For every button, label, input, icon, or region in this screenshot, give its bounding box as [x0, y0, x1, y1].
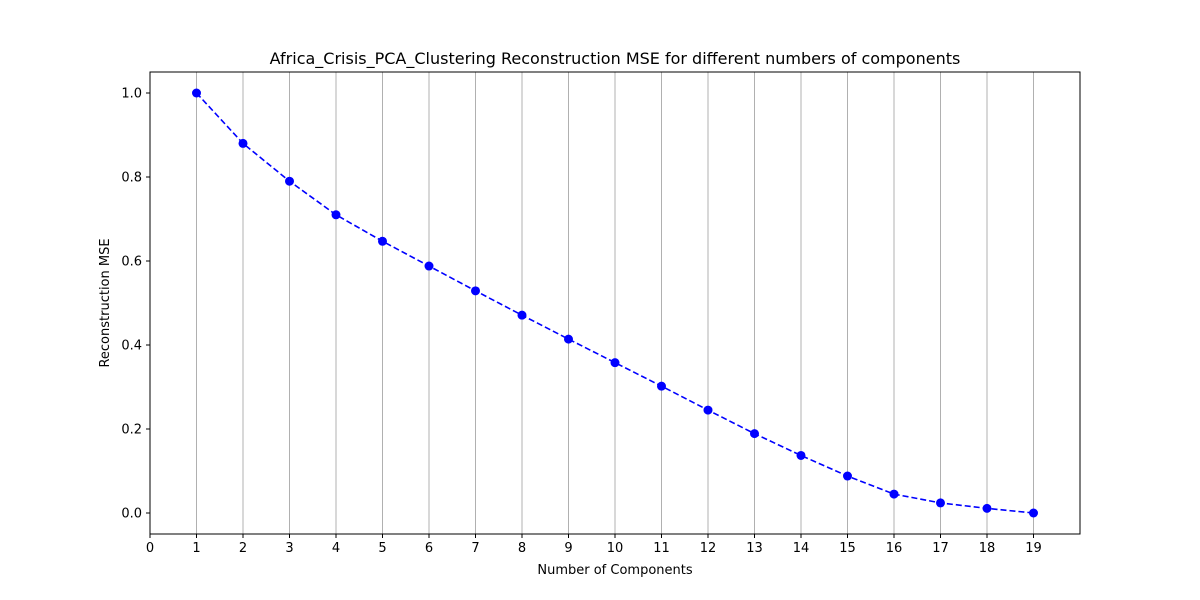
- x-tick-label: 15: [839, 541, 856, 556]
- x-tick-label: 13: [746, 541, 763, 556]
- data-point: [889, 489, 899, 499]
- data-point: [750, 429, 759, 439]
- x-tick-label: 16: [886, 541, 903, 556]
- data-point: [703, 405, 713, 415]
- x-tick-label: 12: [700, 541, 717, 556]
- x-tick-label: 10: [607, 541, 624, 556]
- data-point: [843, 471, 852, 481]
- y-axis-ticks: 0.0 0.2 0.4 0.6 0.8 1.0: [121, 87, 150, 522]
- x-tick-label: 7: [471, 541, 479, 556]
- x-axis-label: Number of Components: [537, 563, 692, 578]
- x-tick-label: 4: [332, 541, 340, 556]
- data-point: [564, 334, 573, 344]
- x-tick-label: 17: [932, 541, 949, 556]
- x-tick-label: 11: [653, 541, 670, 556]
- data-point: [657, 381, 666, 391]
- x-tick-label: 1: [192, 541, 200, 556]
- x-tick-label: 0: [146, 541, 154, 556]
- y-tick-label: 0.8: [121, 171, 142, 186]
- x-tick-label: 5: [378, 541, 386, 556]
- data-point: [1029, 508, 1038, 518]
- data-point: [610, 358, 620, 368]
- x-tick-label: 2: [239, 541, 247, 556]
- data-points: [192, 88, 1038, 518]
- x-tick-label: 14: [793, 541, 810, 556]
- x-tick-label: 8: [518, 541, 526, 556]
- x-axis-ticks: 0 1 2 3 4 5 6 7 8 9 10 11 12 13 14 15 16 17 18 19: [146, 534, 1042, 556]
- x-tick-label: 9: [564, 541, 572, 556]
- y-tick-label: 1.0: [121, 87, 142, 102]
- x-tick-label: 18: [979, 541, 996, 556]
- x-tick-label: 19: [1025, 541, 1042, 556]
- y-tick-label: 0.0: [121, 507, 142, 522]
- x-tick-label: 6: [425, 541, 433, 556]
- y-axis-label: Reconstruction MSE: [98, 238, 113, 367]
- data-point: [331, 210, 341, 220]
- data-point: [378, 236, 387, 246]
- chart-title: Africa_Crisis_PCA_Clustering Reconstruct…: [270, 49, 961, 69]
- data-point: [796, 450, 806, 460]
- y-tick-label: 0.4: [121, 339, 142, 354]
- data-point: [424, 261, 434, 271]
- data-point: [238, 138, 248, 148]
- data-point: [192, 88, 201, 98]
- y-tick-label: 0.2: [121, 423, 142, 438]
- data-point: [936, 498, 945, 508]
- data-point: [982, 503, 992, 513]
- data-point: [517, 310, 527, 320]
- data-point: [471, 286, 480, 296]
- x-tick-label: 3: [285, 541, 293, 556]
- data-point: [285, 176, 294, 186]
- y-tick-label: 0.6: [121, 255, 142, 270]
